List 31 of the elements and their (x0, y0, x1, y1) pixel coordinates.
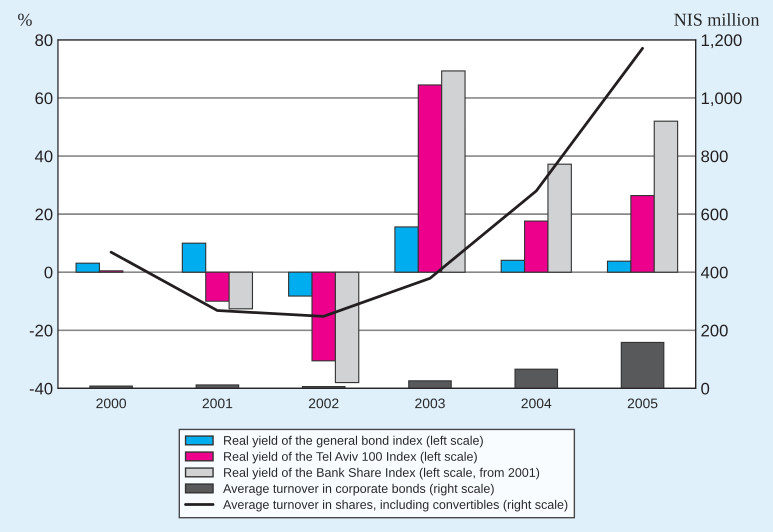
x-tick-label: 2004 (522, 398, 552, 408)
line-series (110, 46, 644, 318)
y-tick-label: -40 (30, 382, 52, 395)
x-tick-label: 2001 (202, 398, 232, 408)
x-tick-label: 2005 (628, 398, 658, 408)
y2-tick-label: 1,000 (702, 92, 742, 106)
bar (620, 342, 664, 388)
y-axis-title: % (18, 14, 32, 26)
y2-tick-label: 600 (701, 208, 728, 220)
y2-tick-label: 200 (701, 324, 728, 336)
y-tick-label: 40 (34, 150, 52, 162)
y2-tick-label: 0 (701, 382, 710, 395)
y-tick-label: 20 (35, 208, 52, 220)
y2-tick-label: 800 (701, 150, 728, 162)
legend-label: Real yield of the general bond index (left scale) (224, 436, 483, 448)
legend-label: Real yield of the Bank Share Index (left scale, from 2001) (224, 468, 540, 480)
y2-tick-label: 1,200 (702, 34, 742, 48)
legend-label: Real yield of the Tel Aviv 100 Index (left scale) (224, 452, 477, 464)
legend-label: Average turnover in corporate bonds (right scale) (223, 484, 494, 496)
x-tick-label: 2002 (308, 398, 338, 408)
bar (408, 380, 452, 388)
y-tick-label: 0 (44, 266, 52, 278)
legend-label: Average turnover in shares, including convertibles (right scale) (223, 500, 568, 512)
y-tick-label: 60 (35, 92, 52, 104)
y2-tick-label: 400 (700, 266, 728, 278)
x-tick-label: 2000 (96, 398, 126, 408)
y-tick-label: -20 (30, 324, 52, 336)
y-tick-label: 80 (35, 34, 52, 46)
x-tick-label: 2003 (415, 398, 445, 408)
y2-axis-title: NIS million (674, 13, 760, 26)
bar (514, 368, 558, 388)
